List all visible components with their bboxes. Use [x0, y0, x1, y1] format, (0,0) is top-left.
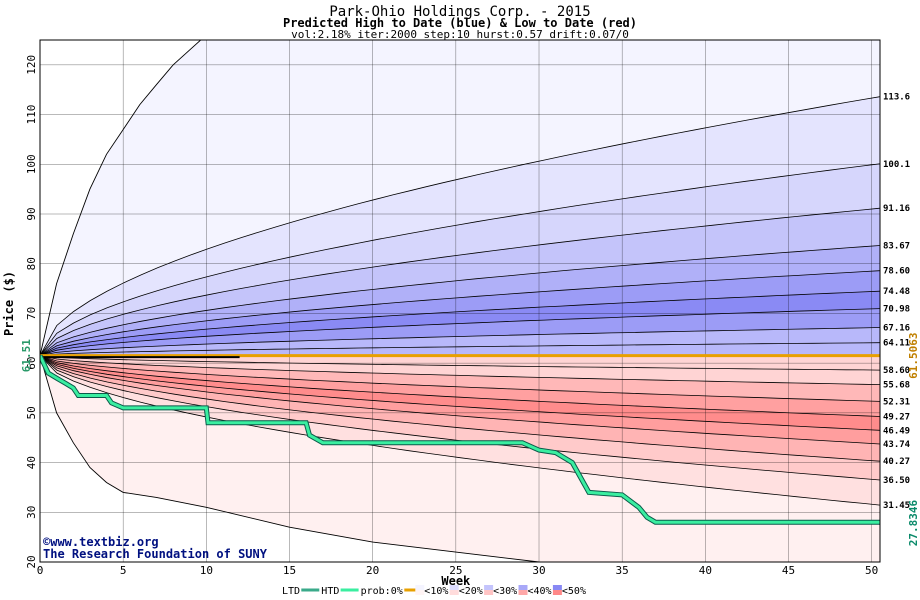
- high-band-end-label-0: 113.6: [883, 93, 910, 103]
- chart-params: vol:2.18% iter:2000 step:10 hurst:0.57 d…: [291, 28, 629, 41]
- x-tick-label-45: 45: [782, 564, 795, 577]
- low-band-end-label-0: 58.60: [883, 366, 910, 376]
- y-tick-label-70: 70: [25, 307, 38, 320]
- y-tick-label-120: 120: [25, 55, 38, 75]
- band-line-1: [40, 163, 880, 356]
- band-line-13: [40, 355, 880, 431]
- x-tick-label-35: 35: [616, 564, 629, 577]
- legend-swatch-top-4: [449, 585, 459, 590]
- probability-bands: [40, 40, 880, 562]
- x-tick-label-30: 30: [532, 564, 545, 577]
- legend-swatch-bottom-6: [518, 590, 528, 595]
- x-tick-label-5: 5: [120, 564, 127, 577]
- x-tick-label-10: 10: [200, 564, 213, 577]
- y-tick-label-50: 50: [25, 406, 38, 419]
- legend-label-6: <40%: [528, 586, 552, 597]
- band-line-17: [40, 355, 880, 506]
- legend-label-5: <30%: [493, 586, 517, 597]
- y-tick-label-20: 20: [25, 555, 38, 568]
- legend-label-7: <50%: [562, 586, 586, 597]
- low-band-end-label-7: 36.50: [883, 476, 910, 486]
- x-tick-label-25: 25: [449, 564, 462, 577]
- legend-swatch-top-6: [518, 585, 528, 590]
- high-band-end-label-2: 91.16: [883, 204, 910, 214]
- x-tick-label-20: 20: [366, 564, 379, 577]
- y-tick-label-60: 60: [25, 357, 38, 370]
- low-band-end-label-8: 31.45: [883, 501, 910, 511]
- ltd-line: [40, 354, 880, 524]
- legend-swatch-bottom-3: [415, 590, 425, 595]
- legend-swatch-bottom-7: [552, 590, 562, 595]
- y-tick-label-80: 80: [25, 257, 38, 270]
- x-tick-label-0: 0: [37, 564, 44, 577]
- band-line-6: [40, 308, 880, 356]
- band-line-2: [40, 207, 880, 356]
- band-line-4: [40, 270, 880, 356]
- band-line-10: [40, 355, 880, 385]
- low-band-end-label-6: 40.27: [883, 457, 910, 467]
- low-band-end-label-4: 46.49: [883, 426, 910, 436]
- ltd-end-label: 27.8346: [907, 499, 920, 546]
- legend-swatch-top-5: [484, 585, 494, 590]
- band-line-8: [40, 342, 880, 356]
- plot-frame: [39, 39, 881, 563]
- y-tick-label-40: 40: [25, 456, 38, 469]
- x-tick-label-50: 50: [865, 564, 878, 577]
- orange-line-label: 61.5063: [907, 332, 920, 378]
- band-line-9: [40, 355, 880, 371]
- y-tick-label-90: 90: [25, 207, 38, 220]
- low-band-end-label-1: 55.68: [883, 381, 910, 391]
- band-line-11: [40, 355, 880, 402]
- legend-label-3: <10%: [424, 586, 448, 597]
- low-band-end-label-3: 49.27: [883, 412, 910, 422]
- high-band-end-label-1: 100.1: [883, 160, 910, 170]
- x-axis-label: Week: [441, 574, 471, 588]
- high-band-end-label-4: 78.60: [883, 267, 910, 277]
- band-line-12: [40, 355, 880, 417]
- legend-label-4: <20%: [459, 586, 483, 597]
- high-band-end-label-5: 74.48: [883, 287, 910, 297]
- x-tick-label-40: 40: [699, 564, 712, 577]
- low-band-end-label-5: 43.74: [883, 440, 911, 450]
- watermark-line-2: The Research Foundation of SUNY: [43, 547, 268, 561]
- band-line-0: [40, 96, 880, 356]
- high-band-end-label-3: 83.67: [883, 241, 910, 251]
- band-line-15: [40, 355, 880, 462]
- watermark-line-1: ©www.textbiz.org: [43, 535, 159, 549]
- y-tick-label-30: 30: [25, 506, 38, 519]
- y-tick-label-100: 100: [25, 154, 38, 174]
- legend-label-1: HTD: [321, 586, 339, 597]
- start-price-label: 61.51: [20, 339, 33, 372]
- y-tick-label-110: 110: [25, 105, 38, 125]
- legend-swatch-bottom-5: [484, 590, 494, 595]
- low-envelope-line: [40, 355, 540, 562]
- y-axis-label: Price ($): [2, 271, 16, 336]
- low-band-end-label-2: 52.31: [883, 397, 910, 407]
- legend-label-2: prob:0%: [361, 586, 403, 597]
- band-line-3: [40, 245, 880, 356]
- high-band-end-label-8: 64.11: [883, 339, 910, 349]
- band-line-7: [40, 327, 880, 356]
- legend-swatch-top-7: [552, 585, 562, 590]
- legend-label-0: LTD: [282, 586, 300, 597]
- high-envelope-line: [40, 40, 202, 356]
- x-tick-label-15: 15: [283, 564, 296, 577]
- low-band-0: [40, 355, 880, 371]
- high-band-end-label-6: 70.98: [883, 305, 910, 315]
- legend-swatch-bottom-4: [449, 590, 459, 595]
- legend-swatch-top-3: [415, 585, 425, 590]
- chart-title: Park-Ohio Holdings Corp. - 2015: [329, 4, 591, 20]
- high-band-end-label-7: 67.16: [883, 324, 910, 334]
- high-band-8: [40, 342, 880, 356]
- band-line-14: [40, 355, 880, 445]
- chart-subtitle: Predicted High to Date (blue) & Low to D…: [282, 16, 637, 30]
- band-line-5: [40, 290, 880, 356]
